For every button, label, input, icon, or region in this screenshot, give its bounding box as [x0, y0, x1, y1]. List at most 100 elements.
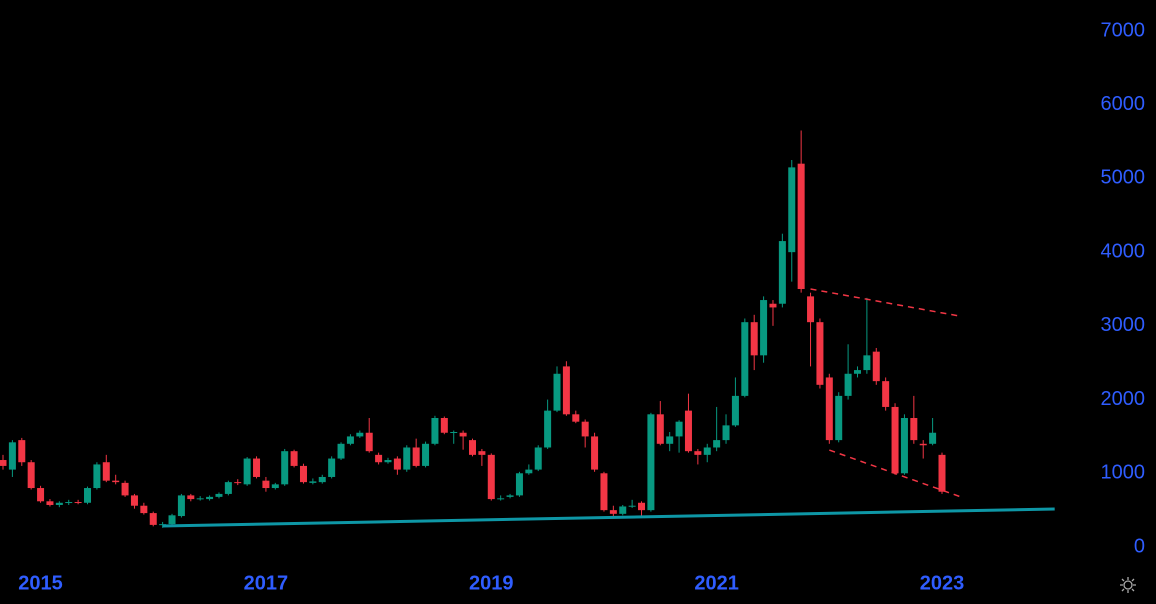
candle-body	[515, 473, 523, 496]
candle-body	[778, 241, 786, 304]
candle-body	[112, 480, 120, 483]
candle-body	[835, 395, 843, 441]
candle-body	[469, 440, 476, 455]
x-tick-label: 2019	[469, 572, 514, 594]
settings-icon[interactable]	[1120, 577, 1136, 593]
candle-body	[797, 163, 805, 289]
candle-body	[422, 443, 430, 466]
y-tick-label: 4000	[1101, 240, 1146, 262]
y-tick-label: 5000	[1101, 167, 1146, 189]
candle-body	[93, 464, 101, 489]
candle-body	[591, 436, 599, 470]
candle-body	[638, 502, 646, 511]
candle-body	[440, 418, 448, 433]
x-tick-label: 2023	[920, 572, 965, 594]
candle-body	[196, 498, 204, 500]
candle-body	[506, 495, 514, 497]
candle-body	[149, 513, 157, 525]
x-tick-label: 2021	[694, 572, 739, 594]
candle-body	[46, 501, 54, 505]
candle-body	[65, 502, 73, 504]
candle-body	[788, 167, 796, 253]
candle-body	[84, 488, 92, 503]
candle-body	[713, 440, 721, 448]
candle-body	[853, 370, 861, 374]
trend-line	[162, 507, 1055, 528]
candle-body	[478, 451, 486, 455]
candle-body	[882, 381, 890, 407]
x-tick-label: 2017	[244, 572, 289, 594]
candle-body	[328, 458, 336, 477]
candle-body	[375, 454, 383, 463]
candle-body	[393, 458, 401, 470]
candle-body	[262, 480, 270, 489]
candle-body	[281, 451, 289, 485]
candle-body	[290, 451, 298, 466]
candle-body	[450, 432, 458, 434]
candle-body	[309, 481, 317, 483]
candle-body	[459, 432, 467, 437]
candle-body	[731, 395, 739, 426]
candle-body	[647, 414, 655, 511]
candle-body	[609, 510, 617, 514]
candle-body	[74, 502, 82, 504]
candle-body	[628, 505, 636, 507]
candle-body	[37, 488, 45, 502]
candle-body	[722, 425, 730, 441]
candle-body	[121, 482, 129, 496]
candle-body	[215, 493, 223, 497]
candle-body	[365, 432, 373, 452]
candle-body	[234, 482, 242, 484]
candle-body	[224, 482, 232, 494]
candle-body	[750, 322, 758, 356]
candle-body	[553, 373, 561, 411]
candle-body	[27, 462, 35, 489]
candle-body	[900, 418, 908, 474]
candle-body	[741, 322, 749, 396]
candle-body	[412, 447, 420, 466]
candle-body	[497, 498, 505, 500]
candle-body	[346, 436, 354, 444]
candle-body	[8, 442, 16, 470]
candle-body	[55, 502, 63, 505]
candle-body	[562, 366, 570, 415]
candle-body	[0, 460, 7, 466]
candle-body	[619, 506, 627, 514]
candle-body	[769, 303, 777, 308]
candle-body	[703, 447, 711, 455]
candle-body	[102, 462, 110, 481]
candle-body	[825, 377, 833, 441]
candle-body	[130, 495, 138, 506]
candle-body	[666, 436, 674, 444]
x-tick-label: 2015	[18, 572, 63, 594]
candle-body	[919, 443, 927, 446]
candle-body	[572, 414, 580, 422]
candle-body	[243, 458, 251, 485]
candle-body	[684, 410, 692, 452]
candle-body	[656, 414, 664, 444]
candle-body	[356, 432, 364, 437]
candle-body	[760, 300, 768, 356]
icon-circle	[1123, 580, 1133, 590]
candle-body	[299, 465, 307, 483]
candle-body	[187, 495, 195, 500]
y-tick-label: 6000	[1101, 93, 1146, 115]
candle-body	[318, 476, 326, 483]
candle-body	[403, 447, 411, 470]
trend-line	[810, 288, 961, 318]
candle-body	[271, 484, 279, 489]
candle-body	[177, 495, 185, 517]
candle-body	[140, 505, 148, 514]
candle-body	[581, 421, 589, 437]
candle-body	[891, 406, 899, 474]
candle-body	[910, 418, 918, 441]
candle-body	[544, 410, 552, 448]
candle-body	[675, 421, 683, 437]
candle-body	[600, 473, 608, 511]
icon-rays	[1120, 577, 1136, 593]
candle-body	[337, 443, 345, 459]
candle-body	[844, 373, 852, 396]
candle-body	[487, 454, 495, 500]
